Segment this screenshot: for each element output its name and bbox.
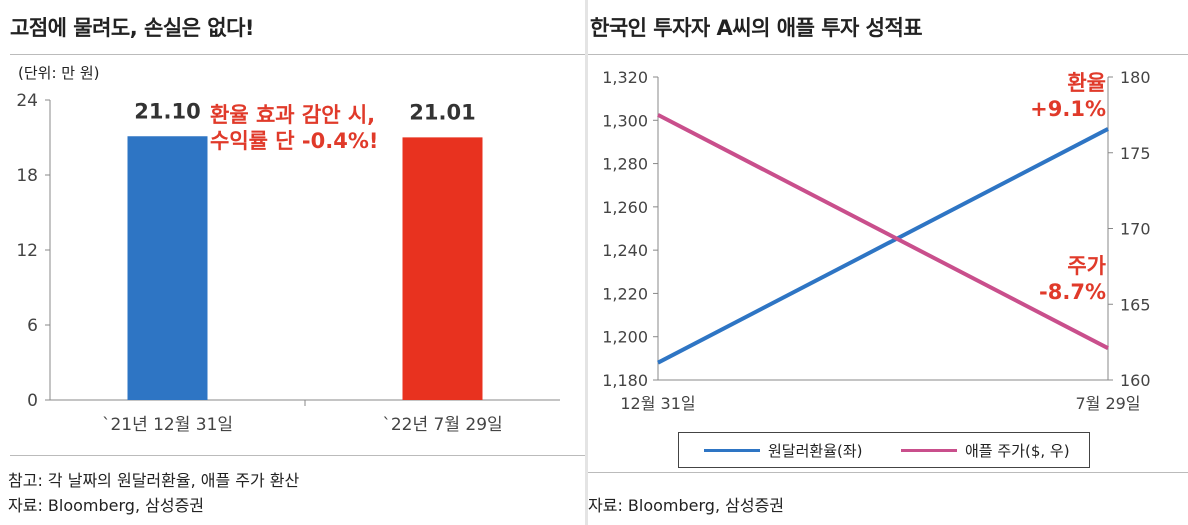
left-y-tick-label: 1,200: [602, 328, 648, 347]
bar-annotation: 환율 효과 감안 시, 수익률 단 -0.4%!: [210, 102, 378, 154]
y-tick-label: 6: [27, 316, 38, 336]
right-y-tick-label: 165: [1120, 295, 1151, 314]
stock-annotation-value: -8.7%: [1039, 280, 1106, 304]
panel-divider: [585, 0, 588, 525]
notes-rule-right: [588, 472, 1188, 473]
fx-annotation-value: +9.1%: [1030, 97, 1106, 121]
legend-label-fx: 원달러환율(좌): [768, 442, 863, 460]
left-y-tick-label: 1,320: [602, 68, 648, 87]
notes-rule: [10, 455, 585, 456]
line-chart-title: 한국인 투자자 A씨의 애플 투자 성적표: [590, 16, 923, 40]
series-line-fx: [657, 127, 1109, 365]
bar-chart: 0 6 12 18 24 21.10 `21년 12월 31일 21.01 `22년 7월 29…: [16, 91, 560, 435]
left-y-tick-label: 1,240: [602, 241, 648, 260]
title-rule: [10, 54, 585, 55]
left-y-tick-label: 1,220: [602, 284, 648, 303]
x-tick-label: `21년 12월 31일: [102, 415, 233, 435]
legend-swatch-fx: [704, 449, 760, 452]
series-line-stock: [657, 113, 1109, 350]
right-y-tick-label: 170: [1120, 220, 1151, 239]
left-y-tick-label: 1,260: [602, 198, 648, 217]
bar: [402, 137, 483, 400]
x-tick-label: 12월 31일: [620, 394, 695, 413]
bar-annotation-line-1: 환율 효과 감안 시,: [210, 103, 376, 127]
y-tick-label: 12: [16, 241, 38, 261]
legend-item-stock: 애플 주가($, 우): [901, 440, 1070, 461]
y-tick-label: 0: [27, 391, 38, 411]
legend-swatch-stock: [901, 449, 957, 452]
right-y-tick-label: 175: [1120, 144, 1151, 163]
legend-item-fx: 원달러환율(좌): [704, 440, 863, 461]
bar: [127, 136, 208, 400]
bar-value-label: 21.10: [134, 99, 200, 123]
title-rule-right: [588, 54, 1188, 55]
right-y-tick-label: 160: [1120, 371, 1151, 390]
y-tick-label: 18: [16, 166, 38, 186]
stock-annotation: 주가 -8.7%: [1039, 253, 1106, 305]
bar-annotation-line-2: 수익률 단 -0.4%!: [210, 129, 379, 153]
right-y-tick-label: 180: [1120, 68, 1151, 87]
line-chart-panel: 한국인 투자자 A씨의 애플 투자 성적표 1,180 1,200 1,220 1,2…: [588, 0, 1188, 525]
left-y-tick-label: 1,300: [602, 111, 648, 130]
x-tick-label: 7월 29일: [1075, 394, 1140, 413]
chart-legend: 원달러환율(좌) 애플 주가($, 우): [678, 432, 1090, 468]
note-source-right: 자료: Bloomberg, 삼성증권: [588, 496, 785, 515]
note-reference: 참고: 각 날짜의 원달러환율, 애플 주가 환산: [8, 471, 300, 490]
note-source: 자료: Bloomberg, 삼성증권: [8, 496, 205, 515]
bar-chart-title: 고점에 물려도, 손실은 없다!: [10, 16, 255, 40]
fx-annotation-label: 환율: [1067, 71, 1106, 95]
left-y-tick-label: 1,280: [602, 155, 648, 174]
bar-chart-panel: 고점에 물려도, 손실은 없다! (단위: 만 원) 0 6 12 18 24 21.10…: [0, 0, 585, 525]
line-chart: 1,180 1,200 1,220 1,240 1,260 1,280 1,300 1,320…: [602, 68, 1151, 413]
stock-annotation-label: 주가: [1067, 254, 1106, 278]
x-tick-label: `22년 7월 29일: [382, 415, 502, 435]
y-tick-label: 24: [16, 91, 38, 111]
bar-value-label: 21.01: [409, 100, 475, 124]
left-y-tick-label: 1,180: [602, 371, 648, 390]
legend-label-stock: 애플 주가($, 우): [965, 442, 1070, 460]
unit-label: (단위: 만 원): [18, 64, 100, 82]
fx-annotation: 환율 +9.1%: [1030, 70, 1106, 122]
